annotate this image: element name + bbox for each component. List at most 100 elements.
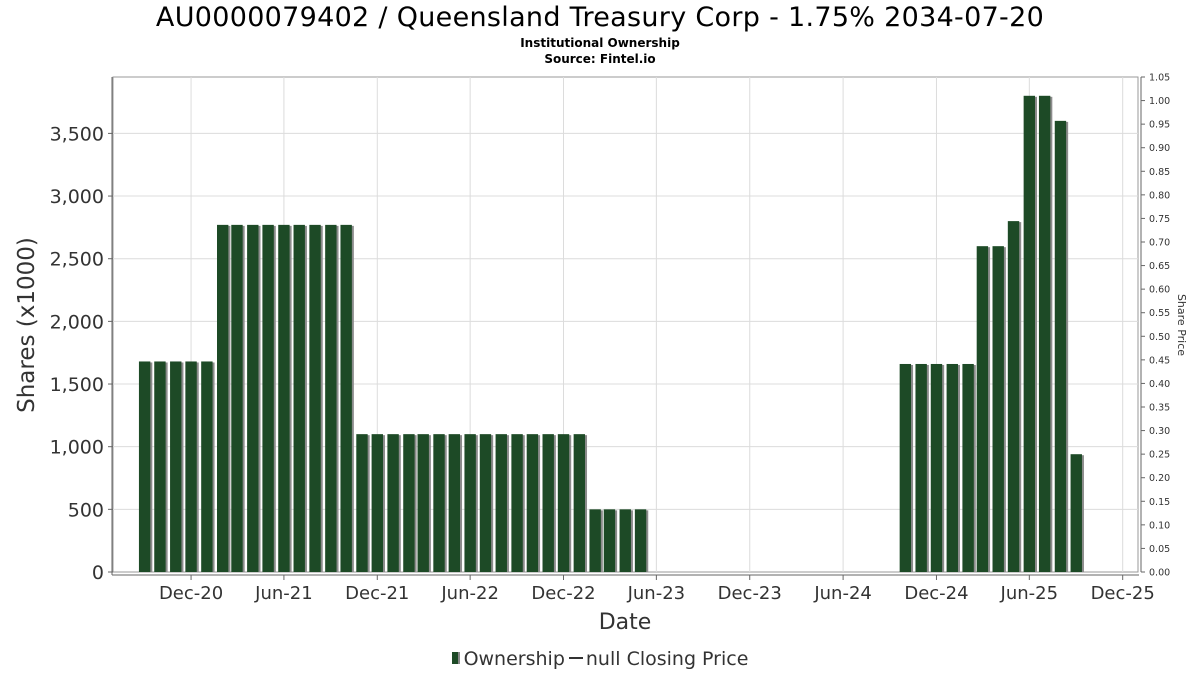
x-tick-label: Jun-23 <box>627 583 686 604</box>
y2-tick-label: 0.55 <box>1149 308 1170 319</box>
ownership-bar <box>293 224 305 572</box>
ownership-bar <box>170 361 182 572</box>
y2-tick-label: 1.00 <box>1149 96 1170 107</box>
ownership-bar <box>962 363 974 572</box>
ownership-bar <box>992 246 1004 572</box>
y-tick-label: 500 <box>68 499 104 521</box>
ownership-bar <box>1007 221 1020 572</box>
legend-ownership-label: Ownership <box>463 648 565 670</box>
chart-source: Source: Fintel.io <box>544 52 656 66</box>
y2-tick-label: 0.10 <box>1149 520 1170 531</box>
ownership-bar <box>185 361 197 572</box>
y-axis-label: Shares (x1000) <box>14 237 40 413</box>
y-tick-label: 1,500 <box>50 374 104 396</box>
y2-tick-label: 0.40 <box>1149 379 1170 390</box>
ownership-bar <box>976 246 989 572</box>
y2-tick-label: 1.05 <box>1149 73 1170 84</box>
x-tick-label: Jun-21 <box>254 583 313 604</box>
legend: Ownership null Closing Price <box>0 648 1200 670</box>
ownership-bar <box>464 434 476 572</box>
ownership-bar <box>899 363 912 572</box>
legend-closing-price-label: null Closing Price <box>585 648 749 670</box>
y2-tick-label: 0.15 <box>1149 497 1170 508</box>
ownership-bar <box>495 434 507 572</box>
y2-tick-label: 0.00 <box>1149 568 1170 579</box>
ownership-bar <box>417 434 429 572</box>
ownership-bar <box>325 224 337 572</box>
ownership-bar <box>278 224 290 572</box>
ownership-bar <box>154 361 166 572</box>
y-tick-label: 2,500 <box>50 249 104 271</box>
x-axis-label: Date <box>599 610 652 635</box>
ownership-bar <box>589 509 601 572</box>
x-tick-label: Dec-22 <box>531 583 595 604</box>
ownership-bar <box>603 509 616 572</box>
x-tick-label: Dec-20 <box>159 583 223 604</box>
ownership-bar <box>448 434 461 572</box>
y2-tick-label: 0.35 <box>1149 403 1170 414</box>
y2-tick-label: 0.45 <box>1149 355 1170 366</box>
ownership-bar <box>511 434 523 572</box>
ownership-bar <box>946 363 958 572</box>
ownership-bars <box>138 95 1084 573</box>
ownership-bar <box>542 434 554 572</box>
y2-tick-label: 0.80 <box>1149 190 1170 201</box>
y2-tick-label: 0.95 <box>1149 120 1170 131</box>
ownership-bar <box>915 363 927 572</box>
y2-tick-label: 0.65 <box>1149 261 1170 272</box>
chart-subtitle: Institutional Ownership <box>520 36 680 50</box>
ownership-legend-swatch <box>451 652 460 664</box>
y-tick-label: 3,000 <box>50 186 104 208</box>
y2-axis-label: Share Price <box>1175 294 1188 356</box>
ownership-bar <box>371 434 383 572</box>
y-tick-label: 2,000 <box>50 311 104 333</box>
ownership-bar <box>387 434 399 572</box>
ownership-bar <box>138 361 151 572</box>
y2-tick-label: 0.50 <box>1149 332 1170 343</box>
ownership-bar <box>1038 95 1051 572</box>
y2-tick-label: 0.30 <box>1149 426 1170 437</box>
ownership-bar <box>930 363 943 572</box>
x-tick-label: Jun-25 <box>1000 583 1059 604</box>
y2-tick-label: 0.75 <box>1149 214 1170 225</box>
y2-tick-label: 0.70 <box>1149 238 1170 249</box>
ownership-bar <box>557 434 570 572</box>
ownership-bar <box>1070 454 1082 572</box>
y2-tick-label: 0.25 <box>1149 450 1170 461</box>
y2-tick-label: 0.60 <box>1149 285 1170 296</box>
ownership-bar <box>619 509 631 572</box>
closing-price-legend-swatch <box>568 657 583 659</box>
x-tick-label: Jun-22 <box>440 583 499 604</box>
y2-tick-label: 0.85 <box>1149 167 1170 178</box>
ownership-bar <box>479 434 492 572</box>
ownership-bar <box>340 224 352 572</box>
ownership-bar <box>262 224 274 572</box>
ownership-bar <box>231 224 243 572</box>
ownership-bar <box>634 509 647 572</box>
x-tick-label: Jun-24 <box>813 583 872 604</box>
x-tick-label: Dec-21 <box>345 583 409 604</box>
y-tick-label: 1,000 <box>50 437 104 459</box>
axes: 0 500 1,000 1,500 2,000 2,500 3,000 3,500 Dec-20… <box>50 73 1171 605</box>
ownership-bar <box>309 224 321 572</box>
ownership-bar <box>247 224 259 572</box>
x-tick-label: Dec-23 <box>718 583 782 604</box>
ownership-bar <box>526 434 539 572</box>
y2-tick-label: 0.20 <box>1149 473 1170 484</box>
ownership-bar <box>1023 95 1036 572</box>
ownership-bar <box>217 224 229 572</box>
chart-title: AU0000079402 / Queensland Treasury Corp … <box>155 2 1045 33</box>
y2-tick-label: 0.90 <box>1149 143 1170 154</box>
ownership-bar <box>403 434 415 572</box>
ownership-bar <box>201 361 213 572</box>
ownership-bar <box>573 434 586 572</box>
y-tick-label: 0 <box>92 562 104 584</box>
x-tick-label: Dec-25 <box>1091 583 1155 604</box>
ownership-bar <box>1054 120 1067 573</box>
y-tick-label: 3,500 <box>50 123 104 145</box>
y2-tick-label: 0.05 <box>1149 544 1170 555</box>
x-tick-label: Dec-24 <box>904 583 968 604</box>
ownership-bar <box>356 434 368 572</box>
ownership-bar <box>433 434 445 572</box>
